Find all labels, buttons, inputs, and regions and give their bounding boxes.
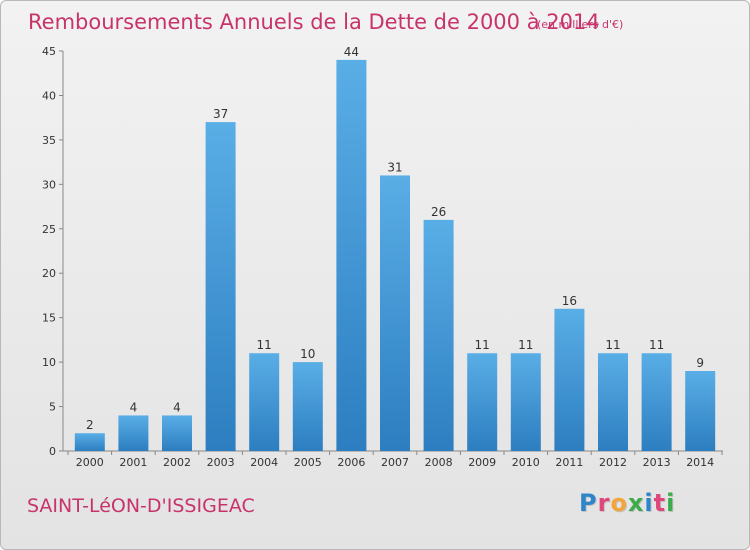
x-tick-label-2010: 2010 [512,456,540,469]
x-tick-label-2003: 2003 [207,456,235,469]
bar-2000 [74,433,105,451]
bar-2003 [205,122,236,451]
x-tick-label-2004: 2004 [250,456,278,469]
data-label-2012: 11 [605,338,620,352]
logo-letter: r [597,489,611,517]
bar-2009 [467,353,498,451]
logo-letter: t [653,489,667,517]
bar-2001 [118,415,149,451]
y-tick-label: 30 [42,178,56,191]
bar-2007 [380,175,410,451]
chart-title: Remboursements Annuels de la Dette de 20… [28,10,600,34]
logo-letter: i [666,489,676,517]
data-label-2004: 11 [257,338,272,352]
y-tick-label: 5 [49,401,56,414]
y-tick-label: 35 [42,134,56,147]
bar-2014 [685,371,716,451]
logo-letter: i [644,489,654,517]
x-tick-label-2000: 2000 [76,456,104,469]
bar-2002 [162,415,192,451]
logo-letter: o [610,489,628,517]
y-tick-label: 25 [42,223,56,236]
bar-2006 [336,59,367,452]
x-tick-label-2001: 2001 [119,456,147,469]
data-label-2008: 26 [431,205,446,219]
bar-2013 [641,353,672,451]
chart-bars [74,59,716,452]
proxiti-logo: Proxiti [579,489,675,517]
data-label-2005: 10 [300,347,315,361]
data-label-2003: 37 [213,107,228,121]
x-tick-label-2009: 2009 [468,456,496,469]
data-label-2010: 11 [518,338,533,352]
y-tick-label: 20 [42,267,56,280]
x-tick-label-2006: 2006 [337,456,365,469]
y-tick-label: 10 [42,356,56,369]
x-tick-label-2014: 2014 [686,456,714,469]
x-tick-label-2007: 2007 [381,456,409,469]
y-tick-label: 0 [49,445,56,458]
bar-2012 [598,353,628,451]
bar-2004 [249,353,280,451]
y-tick-label: 40 [42,89,56,102]
x-tick-label-2013: 2013 [643,456,671,469]
data-label-2002: 4 [173,400,181,414]
y-tick-label: 15 [42,312,56,325]
data-label-2007: 31 [387,160,402,174]
chart-unit: (en milliers d'€) [537,18,624,31]
x-tick-label-2011: 2011 [555,456,583,469]
x-tick-label-2002: 2002 [163,456,191,469]
data-label-2014: 9 [696,356,704,370]
y-tick-label: 45 [42,45,56,58]
commune-name: SAINT-LéON-D'ISSIGEAC [27,495,255,517]
data-label-2006: 44 [344,45,359,59]
bar-2005 [292,362,323,451]
data-label-2000: 2 [86,418,94,432]
data-label-2011: 16 [562,294,577,308]
data-label-2013: 11 [649,338,664,352]
chart-labels: 2 2000 4 2001 4 2002 37 2003 11 2004 10 2005 44 2006 3… [76,45,714,469]
bar-2011 [554,308,585,451]
bar-2010 [510,353,541,451]
logo-letter: P [579,489,598,517]
x-tick-label-2012: 2012 [599,456,627,469]
bar-2008 [423,219,454,451]
x-tick-label-2008: 2008 [425,456,453,469]
x-tick-label-2005: 2005 [294,456,322,469]
logo-letter: x [627,489,645,517]
data-label-2009: 11 [475,338,490,352]
data-label-2001: 4 [130,400,138,414]
